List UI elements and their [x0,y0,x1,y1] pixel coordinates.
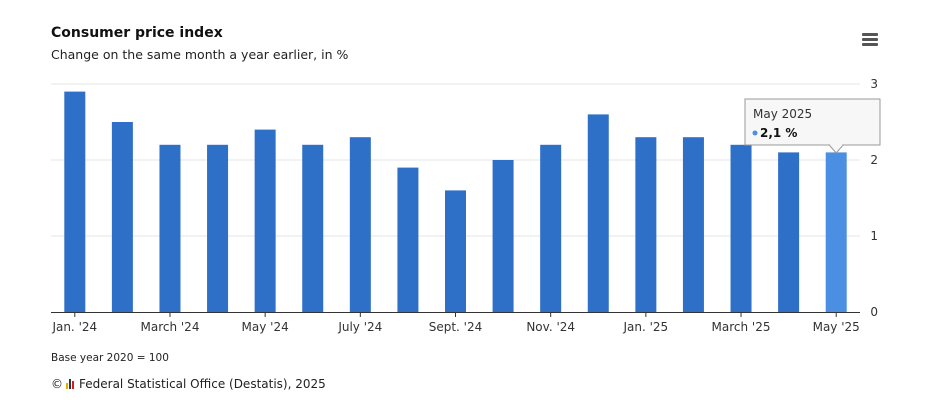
tooltip-title: May 2025 [753,107,812,121]
tooltip-series-dot [752,130,758,136]
x-tick-label: Jan. '24 [51,320,97,334]
copyright-symbol: © [51,377,63,391]
x-tick-label: May '24 [242,320,289,334]
bar[interactable] [492,160,514,312]
chart-subtitle: Change on the same month a year earlier,… [51,47,349,62]
y-tick-label: 3 [870,77,878,91]
source-text: Federal Statistical Office (Destatis), 2… [79,377,326,391]
tooltip-pointer [828,144,845,154]
bar[interactable] [302,144,324,312]
x-tick-label: July '24 [337,320,382,334]
bar[interactable] [635,137,657,312]
y-tick-label: 1 [870,229,878,243]
x-tick-label: March '25 [712,320,771,334]
bar[interactable] [730,144,752,312]
chart-title: Consumer price index [51,25,223,41]
base-year-note: Base year 2020 = 100 [51,352,169,364]
bar[interactable] [159,144,181,312]
bar[interactable] [587,114,609,313]
bar[interactable] [445,190,466,312]
hamburger-menu-icon[interactable] [862,33,878,47]
bar[interactable] [207,144,229,312]
tooltip-value: 2,1 % [760,126,797,140]
bar[interactable] [778,152,800,312]
bar-chart: 0 1 2 3 Jan. '24 March '24 May '24 July '24 Sept… [51,77,881,334]
source-credit: © Federal Statistical Office (Destatis),… [51,377,326,391]
bar[interactable] [540,144,562,312]
x-tick-label: Nov. '24 [526,320,575,334]
bar[interactable] [254,129,276,312]
tooltip-box [744,98,881,146]
bar[interactable] [825,152,847,312]
bar[interactable] [64,91,86,312]
bar[interactable] [349,137,371,312]
bar[interactable] [682,137,704,312]
x-tick-label: May '25 [813,320,860,334]
bar[interactable] [111,122,133,312]
x-tick-label: March '24 [140,320,199,334]
x-tick-label: Jan. '25 [623,320,669,334]
x-tick-label: Sept. '24 [429,320,483,334]
y-tick-label: 0 [870,305,878,319]
y-tick-label: 2 [870,153,878,167]
bar[interactable] [397,167,419,312]
destatis-logo-icon [66,379,75,389]
